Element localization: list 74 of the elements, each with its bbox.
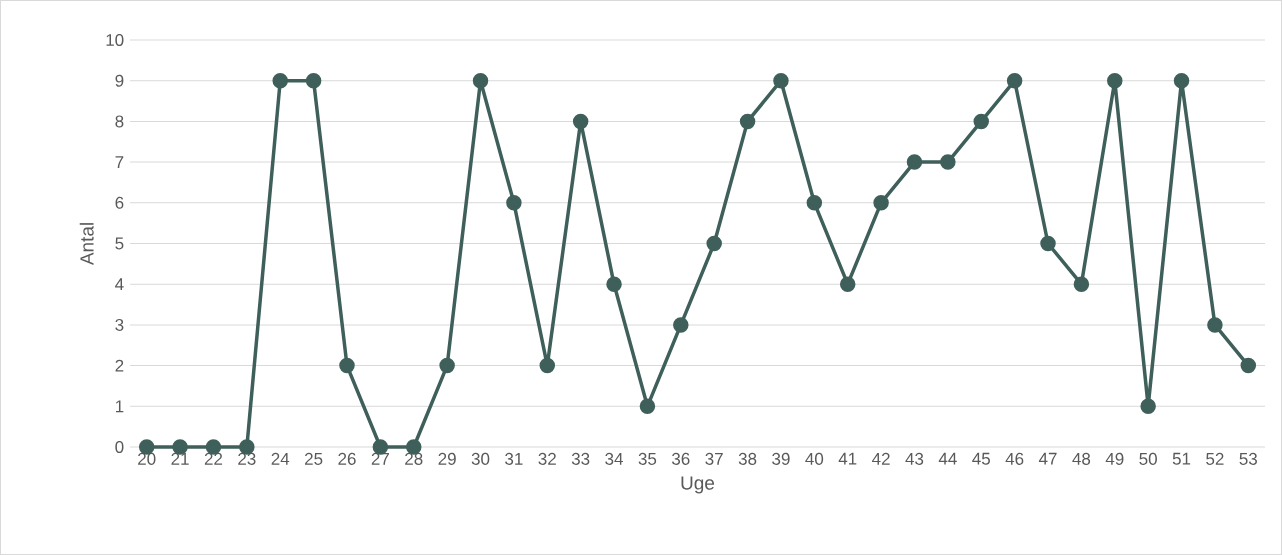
y-tick-label: 3	[115, 318, 124, 331]
x-tick-label: 51	[1172, 452, 1191, 465]
point	[272, 72, 288, 89]
point	[1107, 72, 1123, 89]
x-tick-label: 25	[305, 452, 323, 465]
point	[305, 72, 322, 89]
x-tick-label: 24	[271, 452, 290, 465]
y-tick-label: 4	[115, 278, 124, 291]
y-tick-label: 9	[115, 74, 124, 87]
x-tick-label: 52	[1206, 452, 1224, 465]
point	[1040, 235, 1056, 252]
y-tick-label: 8	[115, 115, 124, 128]
point	[839, 276, 856, 292]
point	[739, 113, 756, 130]
x-tick-label: 34	[605, 452, 623, 465]
x-tick-label: 37	[705, 452, 723, 465]
x-tick-label: 48	[1072, 452, 1091, 465]
point	[606, 276, 622, 292]
point	[439, 357, 455, 374]
y-tick-label: 5	[115, 237, 124, 250]
point	[773, 72, 789, 89]
y-tick-label: 6	[115, 196, 124, 209]
x-tick-label: 21	[171, 452, 189, 465]
x-tick-label: 46	[1005, 452, 1024, 465]
point	[706, 235, 722, 252]
x-tick-label: 32	[538, 452, 556, 465]
point	[673, 317, 689, 333]
point	[639, 398, 656, 415]
y-tick-label: 10	[106, 33, 124, 47]
point	[1140, 398, 1156, 415]
point	[472, 72, 489, 89]
point	[906, 154, 923, 170]
point	[1173, 72, 1190, 89]
x-tick-label: 30	[471, 452, 490, 465]
point	[339, 357, 355, 374]
point	[1240, 357, 1257, 374]
x-axis-title: Uge	[681, 476, 715, 494]
x-tick-label: 33	[571, 452, 590, 465]
x-tick-label: 40	[805, 452, 824, 465]
x-tick-label: 53	[1239, 452, 1257, 465]
y-tick-label: 7	[115, 156, 124, 168]
x-tick-label: 44	[938, 452, 957, 465]
x-tick-label: 29	[438, 452, 456, 465]
x-tick-label: 43	[905, 452, 924, 465]
point	[806, 195, 823, 211]
point	[973, 113, 989, 130]
y-axis-title: Antal	[79, 223, 94, 266]
x-tick-label: 26	[338, 452, 356, 465]
x-tick-label: 36	[671, 452, 690, 465]
point	[506, 195, 522, 211]
x-tick-label: 47	[1038, 452, 1057, 465]
x-tick-label: 41	[838, 452, 857, 465]
x-tick-label: 49	[1105, 452, 1124, 465]
x-tick-label: 28	[405, 452, 423, 465]
x-tick-label: 42	[872, 452, 890, 465]
point	[572, 113, 589, 130]
x-tick-label: 35	[638, 452, 657, 465]
point	[1207, 317, 1223, 333]
x-tick-label: 31	[505, 452, 523, 465]
point	[1006, 72, 1023, 89]
y-tick-label: 1	[115, 400, 124, 413]
point	[940, 154, 956, 170]
x-tick-label: 20	[138, 452, 156, 465]
x-tick-label: 22	[204, 452, 223, 465]
x-tick-label: 39	[772, 452, 790, 465]
x-tick-label: 45	[972, 452, 990, 465]
point	[539, 357, 556, 374]
x-tick-label: 23	[238, 452, 256, 465]
y-tick-label: 0	[115, 440, 124, 454]
y-tick-label: 2	[115, 359, 124, 372]
x-tick-label: 50	[1139, 452, 1157, 465]
x-tick-label: 38	[738, 452, 757, 465]
point	[873, 195, 889, 211]
point	[1073, 276, 1090, 292]
